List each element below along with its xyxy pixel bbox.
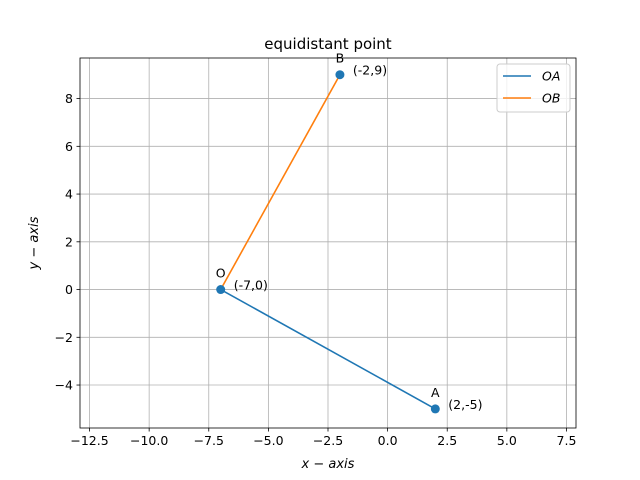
x-tick-label: −7.5 xyxy=(194,433,224,448)
y-tick-label: 0 xyxy=(65,282,73,297)
x-tick-label: 2.5 xyxy=(437,433,457,448)
y-tick-label: 6 xyxy=(65,139,73,154)
y-axis: −4 −2 0 2 4 6 8 xyxy=(55,91,80,393)
y-axis-label: y − axis xyxy=(27,216,42,270)
point-coord-b: (-2,9) xyxy=(353,63,387,78)
x-tick-label: −2.5 xyxy=(313,433,343,448)
x-tick-label: −5.0 xyxy=(253,433,283,448)
series-layer xyxy=(219,74,436,410)
point-o xyxy=(216,285,226,295)
legend: OA OB xyxy=(496,63,571,113)
point-name-o: O xyxy=(216,266,226,281)
legend-label-oa: OA xyxy=(542,69,560,84)
y-tick-label: 4 xyxy=(65,187,73,202)
x-tick-label: −10.0 xyxy=(130,433,168,448)
point-a xyxy=(430,404,440,414)
y-tick-label: −2 xyxy=(55,330,73,345)
x-tick-label: 0.0 xyxy=(378,433,398,448)
y-tick-label: 8 xyxy=(65,91,73,106)
x-tick-label: −12.5 xyxy=(70,433,108,448)
legend-label-ob: OB xyxy=(542,91,560,106)
x-tick-label: 5.0 xyxy=(497,433,517,448)
y-tick-label: −4 xyxy=(55,378,73,393)
grid xyxy=(80,58,576,428)
point-coord-o: (-7,0) xyxy=(234,278,268,293)
point-b xyxy=(335,70,345,80)
y-tick-label: 2 xyxy=(65,234,73,249)
x-axis: −12.5 −10.0 −7.5 −5.0 −2.5 0.0 2.5 5.0 7.5 xyxy=(70,428,576,448)
point-coord-a: (2,-5) xyxy=(448,397,482,412)
chart-title: equidistant point xyxy=(264,35,392,53)
series-line-oa xyxy=(220,288,436,410)
x-tick-label: 7.5 xyxy=(557,433,577,448)
series-line-ob xyxy=(219,74,341,290)
x-axis-label: x − axis xyxy=(301,457,355,472)
point-name-a: A xyxy=(431,385,440,400)
